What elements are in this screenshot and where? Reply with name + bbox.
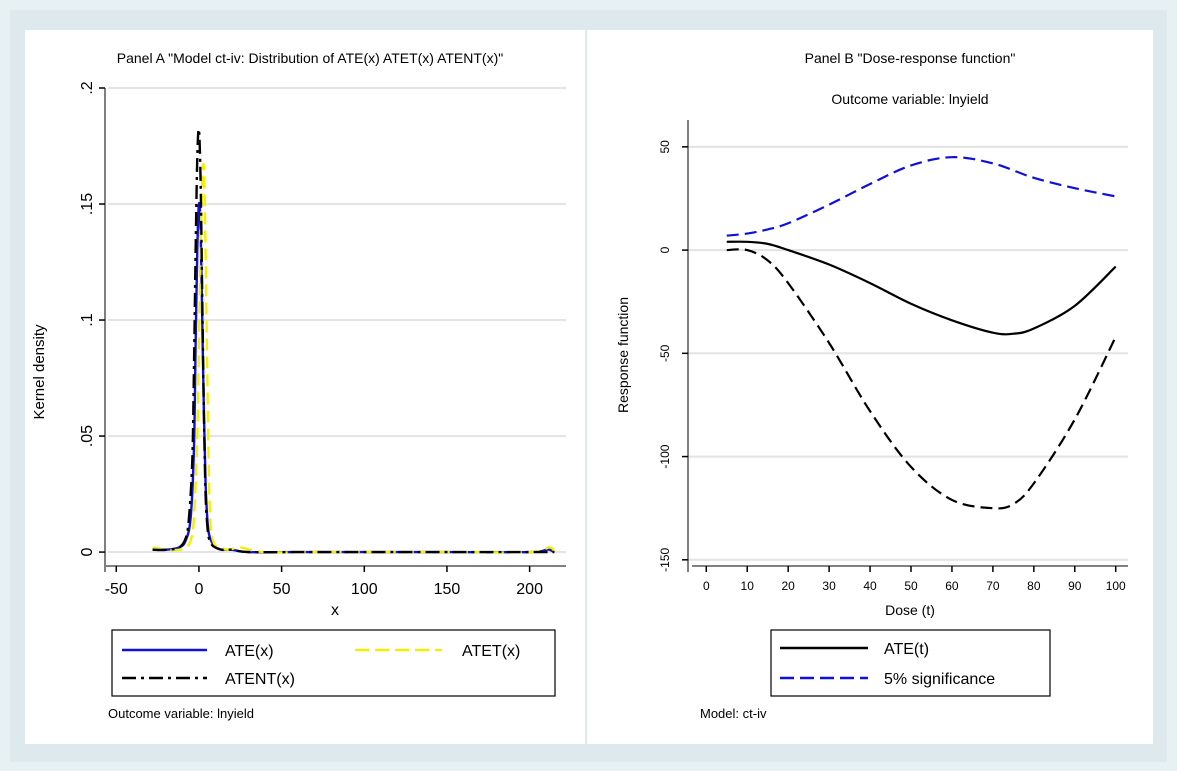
b-y-tick-label: -150: [658, 547, 672, 571]
b-y-tick-label: -50: [658, 344, 672, 362]
panel-b-title: Panel B "Dose-response function": [805, 50, 1016, 66]
b-x-tick-label: 80: [1027, 579, 1041, 593]
panel-b-labels: Panel B "Dose-response function" Outcome…: [615, 50, 1015, 721]
a-y-tick-label: .2: [79, 81, 96, 94]
b-x-tick-label: 70: [986, 579, 1000, 593]
b-x-tick-label: 30: [822, 579, 836, 593]
b-x-tick-label: 100: [1106, 579, 1126, 593]
panel-a-ylabel: Kernel density: [31, 324, 48, 420]
a-x-tick-label: 0: [194, 581, 203, 598]
panel-b-background: [587, 30, 1153, 744]
panel-b-note: Model: ct-iv: [700, 706, 767, 721]
a-y-tick-label: .05: [79, 425, 96, 447]
panel-b-axes: -150 -100 -50 0 50 0 10 20 30 40 50 60 70 80 90 100: [658, 120, 1128, 593]
panel-b-gridlines: [688, 145, 1128, 561]
a-x-tick-label: 50: [273, 581, 291, 598]
legend-label-atet-x: ATET(x): [462, 643, 520, 660]
a-y-tick-label: .15: [79, 193, 96, 215]
b-series-line-2: [726, 248, 1117, 510]
b-x-tick-label: 40: [863, 579, 877, 593]
b-x-tick-label: 10: [741, 579, 755, 593]
b-x-tick-label: 60: [945, 579, 959, 593]
panel-a-background: [25, 30, 585, 744]
b-y-tick-label: 0: [658, 246, 672, 253]
b-y-tick-label: -100: [658, 444, 672, 468]
panel-b-ylabel: Response function: [615, 297, 631, 413]
panel-a-series: [152, 127, 556, 554]
panel-a-title: Panel A "Model ct-iv: Distribution of AT…: [117, 50, 504, 66]
figure-frame: 0.05.1.15.2 -50 0 50 100 150 200 Panel A "Mode…: [10, 10, 1167, 762]
a-y-tick-label: .1: [79, 313, 96, 326]
a-x-tick-label: 100: [351, 581, 378, 598]
panel-a-axes: 0 .05 .1 .15 .2 -50 0 50 100 150 200: [79, 81, 566, 598]
b-x-tick-label: 20: [781, 579, 795, 593]
panel-b-xlabel: Dose (t): [885, 602, 935, 618]
panel-a-legend: ATE(x) ATET(x) ATENT(x): [111, 629, 556, 697]
panel-a-labels: Panel A "Model ct-iv: Distribution of AT…: [31, 50, 503, 721]
a-x-tick-label: 150: [434, 581, 461, 598]
a-y-tick-label: 0: [79, 548, 96, 557]
b-y-tick-label: 50: [658, 140, 672, 154]
panel-b-subtitle: Outcome variable: lnyield: [831, 91, 988, 107]
b-series-line-1: [726, 156, 1116, 237]
panel-b-series: [726, 156, 1117, 510]
legend-label-ate-t: ATE(t): [884, 641, 929, 658]
legend-label-atent-x: ATENT(x): [225, 671, 295, 688]
a-series-line-1: [152, 163, 556, 554]
panel-a-legend-box: [111, 629, 556, 697]
legend-label-significance: 5% significance: [884, 671, 995, 688]
panel-a-xlabel: x: [331, 602, 339, 619]
panel-b-legend: ATE(t) 5% significance: [770, 629, 1051, 697]
b-series-line-0: [726, 240, 1117, 336]
panel-a-note: Outcome variable: lnyield: [108, 706, 254, 721]
a-x-tick-label: -50: [105, 581, 128, 598]
panel-b-legend-box: [770, 629, 1051, 697]
figure-canvas: 0.05.1.15.2-50 0 50 100 150 200 Panel A "Mode…: [25, 30, 1153, 744]
b-x-tick-label: 90: [1068, 579, 1082, 593]
b-x-tick-label: 0: [703, 579, 710, 593]
b-x-tick-label: 50: [904, 579, 918, 593]
a-series-line-2: [152, 127, 555, 554]
legend-label-ate-x: ATE(x): [225, 643, 274, 660]
a-x-tick-label: 200: [516, 581, 543, 598]
